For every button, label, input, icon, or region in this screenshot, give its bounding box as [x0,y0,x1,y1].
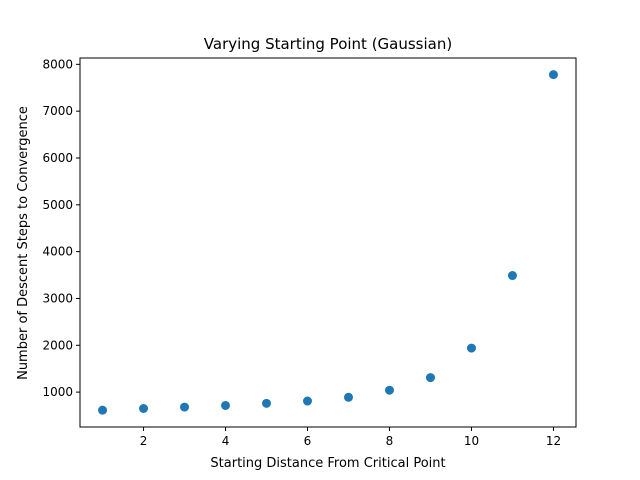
x-tick-label: 4 [222,434,230,448]
y-tick-label: 1000 [42,385,73,399]
x-tick-label: 2 [140,434,148,448]
data-point [466,343,476,353]
x-tick-label: 6 [304,434,312,448]
y-axis: 1000 2000 3000 4000 5000 6000 7000 8000 [42,57,80,399]
x-axis-title: Starting Distance From Critical Point [210,456,445,471]
data-point [139,404,149,414]
y-tick-label: 5000 [42,198,73,212]
plot-area [79,57,577,428]
data-point [343,392,353,402]
y-tick-label: 7000 [42,104,73,118]
y-tick-label: 4000 [42,245,73,259]
x-tick-label: 10 [464,434,479,448]
x-tick-label: 12 [546,434,561,448]
data-point [262,398,272,408]
data-point [98,405,108,415]
data-point [548,70,558,80]
plot-frame [79,57,577,428]
chart-title: Varying Starting Point (Gaussian) [204,35,452,53]
y-axis-title: Number of Descent Steps to Convergence [16,106,31,380]
data-point [221,400,231,410]
data-points [98,70,558,415]
y-tick-label: 3000 [42,291,73,305]
y-tick-label: 2000 [42,338,73,352]
data-point [384,385,394,395]
data-point [180,402,190,412]
x-axis: 2 4 6 8 10 12 [140,427,561,448]
x-tick-label: 8 [386,434,394,448]
y-tick-label: 6000 [42,151,73,165]
y-tick-label: 8000 [42,57,73,71]
data-point [303,396,313,406]
data-point [425,373,435,383]
data-point [507,271,517,281]
